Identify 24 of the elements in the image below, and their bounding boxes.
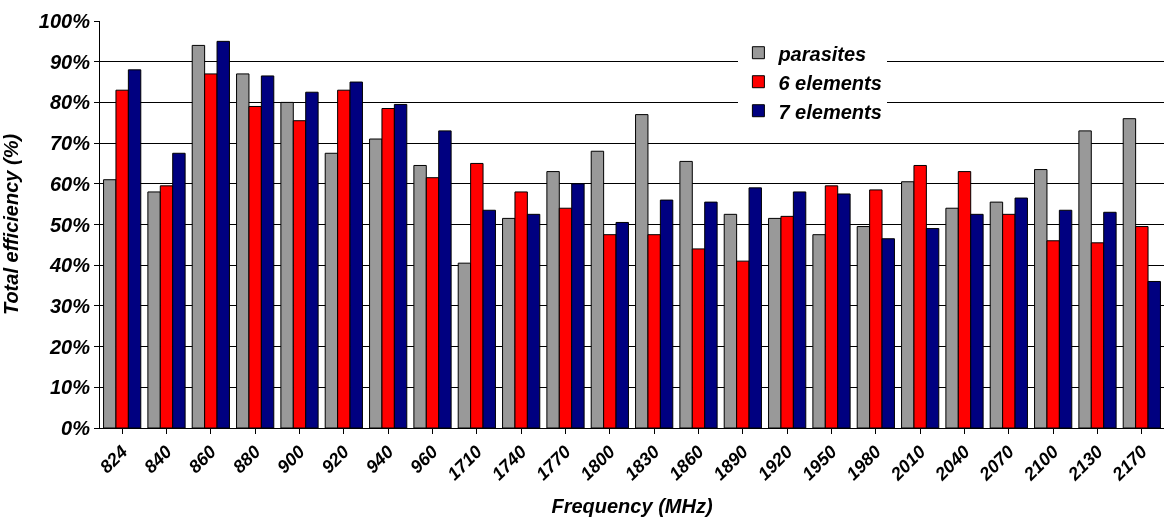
x-tick-label: 824 [95, 441, 132, 478]
y-tick-label: 10% [49, 376, 91, 399]
x-tick-label: 860 [184, 441, 221, 478]
legend-label: 6 elements [778, 71, 882, 94]
x-tick-label: 960 [406, 441, 442, 478]
x-tick-label: 940 [361, 441, 398, 478]
x-tick-label: 900 [273, 441, 309, 478]
y-tick-label: 20% [48, 335, 91, 358]
x-tick-label: 920 [317, 441, 354, 478]
legend-label: parasites [777, 42, 867, 65]
y-tick-label: 60% [49, 172, 91, 195]
y-axis-title: Total efficiency (%) [0, 133, 22, 316]
x-axis-title: Frequency (MHz) [551, 495, 713, 518]
y-tick-label: 40% [48, 254, 91, 277]
y-tick-label: 100% [38, 10, 91, 32]
y-tick-label: 50% [49, 213, 91, 236]
x-tick-label: 840 [140, 441, 176, 478]
y-tick-label: 70% [49, 132, 91, 155]
y-tick-label: 90% [49, 50, 91, 73]
legend-label: 7 elements [778, 100, 882, 123]
y-tick-label: 80% [49, 91, 91, 114]
y-tick-label: 0% [61, 417, 91, 439]
y-tick-label: 30% [49, 294, 91, 317]
x-tick-label: 880 [228, 441, 265, 478]
